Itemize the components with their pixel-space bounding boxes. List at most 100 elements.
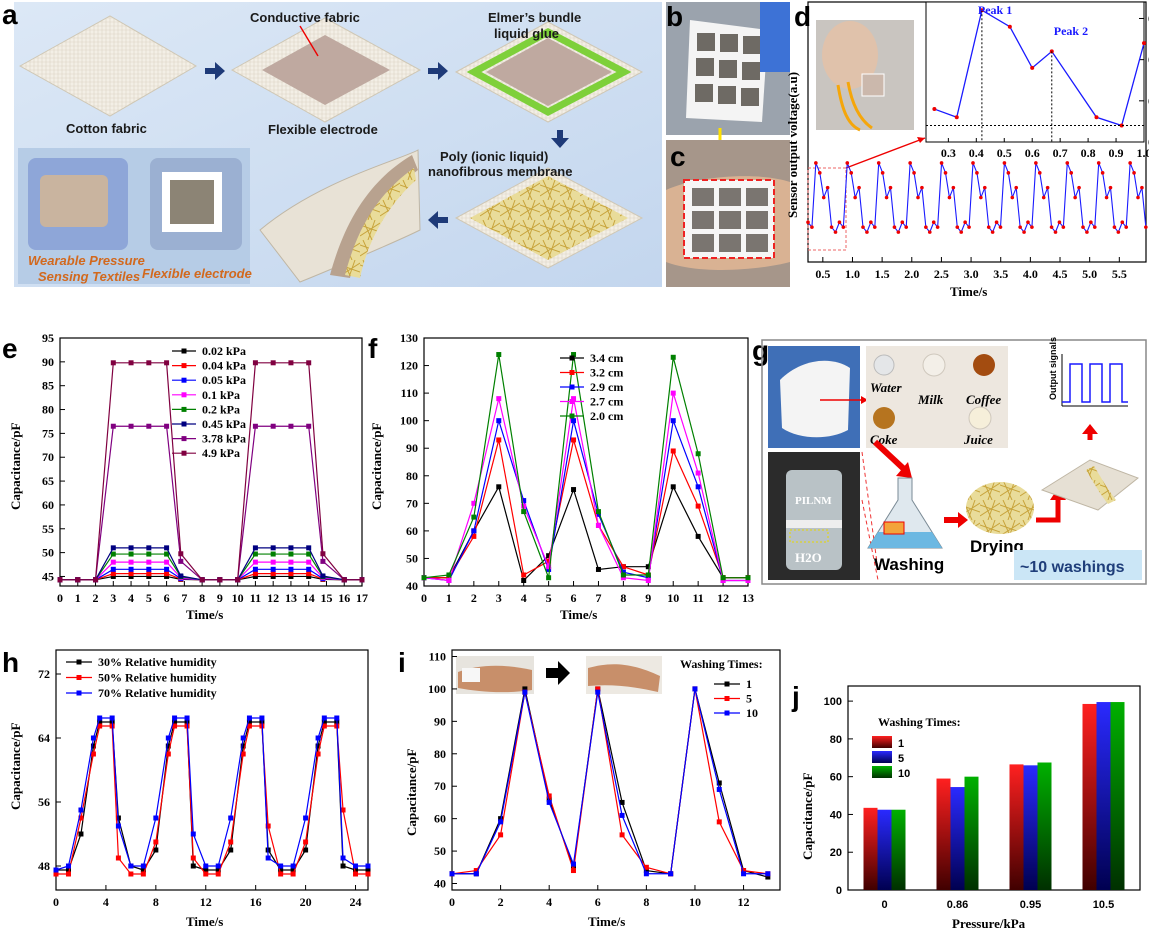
inset-point xyxy=(954,115,959,120)
x-tick-label: 3.5 xyxy=(993,267,1008,281)
data-point xyxy=(1057,220,1062,225)
data-point xyxy=(110,551,116,557)
x-tick-label: 15 xyxy=(320,591,332,605)
data-point xyxy=(57,577,63,583)
legend-marker xyxy=(181,348,187,354)
output-signal-trace xyxy=(1062,363,1128,403)
panel-a: Cotton fabric Conductive fabric Flexible… xyxy=(14,2,662,287)
data-point xyxy=(365,867,371,873)
data-point xyxy=(215,871,221,877)
x-tick-label: 1.0 xyxy=(845,267,860,281)
washings-badge xyxy=(1014,550,1142,580)
legend-marker xyxy=(724,681,730,687)
data-point xyxy=(473,871,479,877)
y-tick-label: 45 xyxy=(42,569,54,583)
data-point xyxy=(128,871,134,877)
x-tick-label: 2 xyxy=(93,591,99,605)
data-point xyxy=(97,723,103,729)
legend-label: 0.02 kPa xyxy=(202,344,246,358)
data-point xyxy=(128,559,134,565)
data-point xyxy=(496,396,502,402)
series-line-3 xyxy=(423,392,748,582)
data-point xyxy=(1010,195,1015,200)
data-point xyxy=(270,423,276,429)
x-tick-label: 0 xyxy=(449,895,455,909)
data-point xyxy=(498,832,504,838)
y-tick-label: 60 xyxy=(830,772,842,784)
x-tick-label: 5.0 xyxy=(1082,267,1097,281)
x-tick-label: 3.0 xyxy=(964,267,979,281)
y-tick-label: 80 xyxy=(406,469,418,483)
zoom-region xyxy=(807,167,847,251)
x-tick-label: 0 xyxy=(53,895,59,909)
data-point xyxy=(278,871,284,877)
y-tick-label: 40 xyxy=(406,579,418,593)
legend-marker xyxy=(569,355,575,361)
y-tick-label: 100 xyxy=(428,682,446,696)
data-point xyxy=(967,225,971,229)
data-point xyxy=(146,566,152,572)
series-line-0 xyxy=(56,721,368,871)
data-point xyxy=(619,812,625,818)
liquid-juice: Juice xyxy=(963,432,993,447)
data-point xyxy=(939,161,944,165)
data-point xyxy=(340,863,346,869)
data-point xyxy=(265,855,271,861)
legend-label: 1 xyxy=(898,738,904,750)
legend-marker xyxy=(181,363,187,369)
data-point xyxy=(1006,171,1011,175)
data-point xyxy=(695,451,701,457)
data-point xyxy=(303,847,309,853)
data-point xyxy=(821,195,826,200)
legend-label: 3.4 cm xyxy=(590,351,623,365)
data-point xyxy=(128,571,134,577)
legend-label: 1 xyxy=(746,677,752,691)
data-point xyxy=(252,551,258,557)
data-point xyxy=(1022,230,1026,234)
legend-title: Washing Times: xyxy=(878,715,961,729)
data-point xyxy=(128,863,134,869)
legend-label: 30% Relative humidity xyxy=(98,655,217,669)
data-point xyxy=(252,571,258,577)
data-point xyxy=(570,868,576,874)
data-point xyxy=(1096,161,1101,165)
data-point xyxy=(65,863,71,869)
data-point xyxy=(109,715,115,721)
legend-label: 0.05 kPa xyxy=(202,373,246,387)
data-point xyxy=(471,514,477,520)
y-tick-label: 48 xyxy=(38,859,50,873)
data-point xyxy=(765,871,771,877)
data-point xyxy=(1053,230,1058,234)
data-point xyxy=(359,577,365,583)
data-point xyxy=(110,559,116,565)
data-point xyxy=(896,230,901,234)
legend-marker xyxy=(181,406,187,412)
data-point xyxy=(892,225,897,229)
y-tick-label: 60 xyxy=(406,524,418,538)
y-tick-label: 90 xyxy=(406,441,418,455)
liquid-coffee: Coffee xyxy=(966,392,1001,407)
y-tick-label: 80 xyxy=(434,747,446,761)
legend-label: 70% Relative humidity xyxy=(98,686,217,700)
data-point xyxy=(595,689,601,695)
data-point xyxy=(320,573,326,579)
data-point xyxy=(1085,230,1089,234)
data-point xyxy=(252,566,258,572)
x-tick-label: 0.86 xyxy=(947,899,968,911)
data-point xyxy=(449,871,455,877)
data-point xyxy=(645,572,651,578)
legend-label: 50% Relative humidity xyxy=(98,671,217,685)
h2o-label: H2O xyxy=(795,550,822,565)
x-tick-label: 10.5 xyxy=(1093,899,1114,911)
legend-marker xyxy=(569,370,575,375)
x-tick-label: 0 xyxy=(881,899,887,911)
data-point xyxy=(290,863,296,869)
data-point xyxy=(172,723,178,729)
data-point xyxy=(288,551,294,557)
legend-marker xyxy=(181,436,187,442)
data-point xyxy=(670,448,676,454)
data-point xyxy=(172,715,178,721)
data-point xyxy=(880,171,885,175)
y-tick-label: 50 xyxy=(42,546,54,560)
x-tick-label: 5.5 xyxy=(1112,267,1127,281)
